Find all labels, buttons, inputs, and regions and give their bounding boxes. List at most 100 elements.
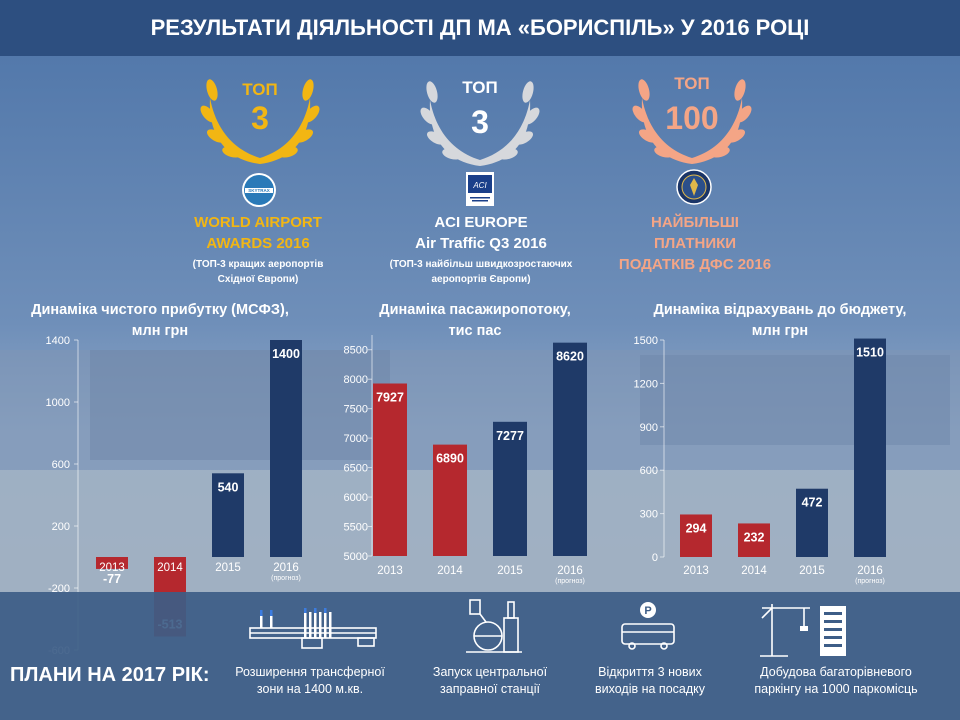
bar-2015: [796, 488, 828, 557]
bar-2014: [738, 523, 770, 557]
value-label-2013: 7927: [376, 391, 404, 405]
award-rank: 3: [251, 100, 269, 136]
value-label-2016: 1400: [272, 347, 300, 361]
chart-title-line1: Динаміка чистого прибутку (МСФЗ),: [31, 302, 289, 318]
chart-title-line1: Динаміка відрахувань до бюджету,: [653, 302, 907, 318]
award-desc-line1: (ТОП-3 кращих аеропортів: [192, 259, 324, 270]
category-label-2015: 2015: [799, 565, 825, 577]
bar-2015: [212, 473, 244, 557]
aci-logo-text: ACI: [472, 181, 487, 190]
forecast-note: (прогноз): [855, 578, 885, 585]
bar-2016: [553, 342, 587, 556]
chart-title-line2: млн грн: [751, 323, 809, 339]
award-rank: 100: [665, 100, 719, 136]
chart-title-line1: Динаміка пасажиропотоку,: [379, 302, 571, 318]
value-label-2014: 6890: [436, 452, 464, 466]
award-name-line3: ПОДАТКІВ ДФС 2016: [618, 256, 772, 273]
bar-2013: [373, 383, 407, 556]
laurel-wreath-silver-icon: [420, 81, 540, 166]
chart-title-line2: млн грн: [131, 323, 189, 339]
award-name-line2: AWARDS 2016: [206, 235, 310, 252]
chart-title-line2: тис пас: [448, 323, 502, 339]
fuel-station-icon: [466, 599, 522, 653]
y-tick-label: 7500: [344, 404, 368, 416]
award-top-label: ТОП: [674, 74, 710, 93]
award-top-label: ТОП: [242, 80, 278, 99]
y-tick-label: 200: [52, 521, 70, 533]
y-tick-label: 900: [640, 422, 658, 434]
category-label-2013: 2013: [99, 562, 125, 574]
svg-text:P: P: [644, 605, 651, 617]
plan-fuel-line1: Запуск центральної: [432, 665, 548, 679]
value-label-2015: 540: [218, 480, 239, 494]
plan-parking-line1: Добудова багаторівневого: [760, 665, 912, 679]
bus-parking-icon: P: [621, 602, 675, 650]
crane-building-icon: [760, 604, 846, 657]
y-tick-label: 5500: [344, 522, 368, 534]
skytrax-logo-text: SKYTRAX: [248, 188, 270, 193]
y-tick-label: 600: [640, 465, 658, 477]
award-desc-line2: аеропортів Європи): [431, 274, 531, 285]
value-label-2015: 7277: [496, 429, 524, 443]
y-tick-label: 300: [640, 509, 658, 521]
award-rank: 3: [471, 104, 489, 140]
passenger-traffic-chart: 5000 5500 6000 6500 7000 7500 8000 8500 7927 2013…: [344, 335, 587, 585]
y-tick-label: 5000: [344, 551, 368, 563]
category-label-2014: 2014: [437, 565, 463, 577]
award-name-line1: WORLD AIRPORT: [194, 214, 322, 231]
plan-parking-line2: паркінгу на 1000 паркомісць: [754, 682, 918, 696]
award-name-line1: НАЙБІЛЬШІ: [651, 214, 739, 231]
award-name-line2: ПЛАТНИКИ: [653, 235, 737, 252]
laurel-wreath-bronze-icon: [632, 79, 752, 164]
y-tick-label: 1200: [634, 378, 658, 390]
category-label-2016: 2016: [557, 565, 583, 577]
skytrax-logo: SKYTRAX: [242, 173, 276, 207]
plans-title: ПЛАНИ НА 2017 РІК:: [10, 664, 210, 686]
y-tick-label: 7000: [344, 433, 368, 445]
dfs-emblem: [676, 169, 712, 205]
page-title: РЕЗУЛЬТАТИ ДІЯЛЬНОСТІ ДП МА «БОРИСПІЛЬ» …: [0, 0, 960, 56]
plan-transfer-line2: зони на 1400 м.кв.: [256, 682, 364, 696]
bar-2014: [433, 444, 467, 556]
award-name-line1: ACI EUROPE: [434, 214, 528, 231]
budget-payments-chart: 0 300 600 900 1200 1500 294 2013 232 2014 472 2015 1…: [634, 335, 886, 585]
y-tick-label: 1500: [634, 335, 658, 347]
category-label-2015: 2015: [215, 562, 241, 574]
category-label-2015: 2015: [497, 565, 523, 577]
y-tick-label: 1000: [46, 397, 70, 409]
value-label-2016: 1510: [856, 346, 884, 360]
award-desc-line1: (ТОП-3 найбільш швидкозростаючих: [389, 259, 573, 270]
bar-2013: [96, 557, 128, 569]
plan-transfer-line1: Розширення трансферної: [235, 665, 385, 679]
laurel-wreath-gold-icon: [200, 79, 320, 164]
bar-2015: [493, 421, 527, 556]
y-tick-label: 8500: [344, 345, 368, 357]
category-label-2013: 2013: [377, 565, 403, 577]
y-tick-label: 6000: [344, 492, 368, 504]
value-label-2013: 294: [686, 521, 707, 535]
y-tick-label: 6500: [344, 463, 368, 475]
forecast-note: (прогноз): [555, 578, 585, 585]
y-tick-label: 600: [52, 459, 70, 471]
category-label-2013: 2013: [683, 565, 709, 577]
aci-logo: ACI: [466, 172, 494, 206]
category-label-2014: 2014: [741, 565, 767, 577]
value-label-2014: 232: [744, 530, 765, 544]
award-top-label: ТОП: [462, 78, 498, 97]
y-tick-label: 0: [652, 552, 658, 564]
bar-2016: [854, 338, 886, 557]
transfer-zone-icon: [249, 608, 377, 649]
value-label-2013: -77: [103, 572, 121, 586]
plan-fuel-line2: заправної станції: [440, 682, 540, 696]
category-label-2016: 2016: [857, 565, 883, 577]
category-label-2016: 2016: [273, 562, 299, 574]
award-desc-line2: Східної Європи): [217, 274, 299, 285]
forecast-note: (прогноз): [271, 575, 301, 582]
plan-gates-line2: виходів на посадку: [595, 682, 705, 696]
y-tick-label: 1400: [46, 335, 70, 347]
award-name-line2: Air Traffic Q3 2016: [415, 235, 547, 252]
value-label-2015: 472: [802, 496, 823, 510]
category-label-2014: 2014: [157, 562, 183, 574]
y-tick-label: 8000: [344, 374, 368, 386]
value-label-2016: 8620: [556, 350, 584, 364]
